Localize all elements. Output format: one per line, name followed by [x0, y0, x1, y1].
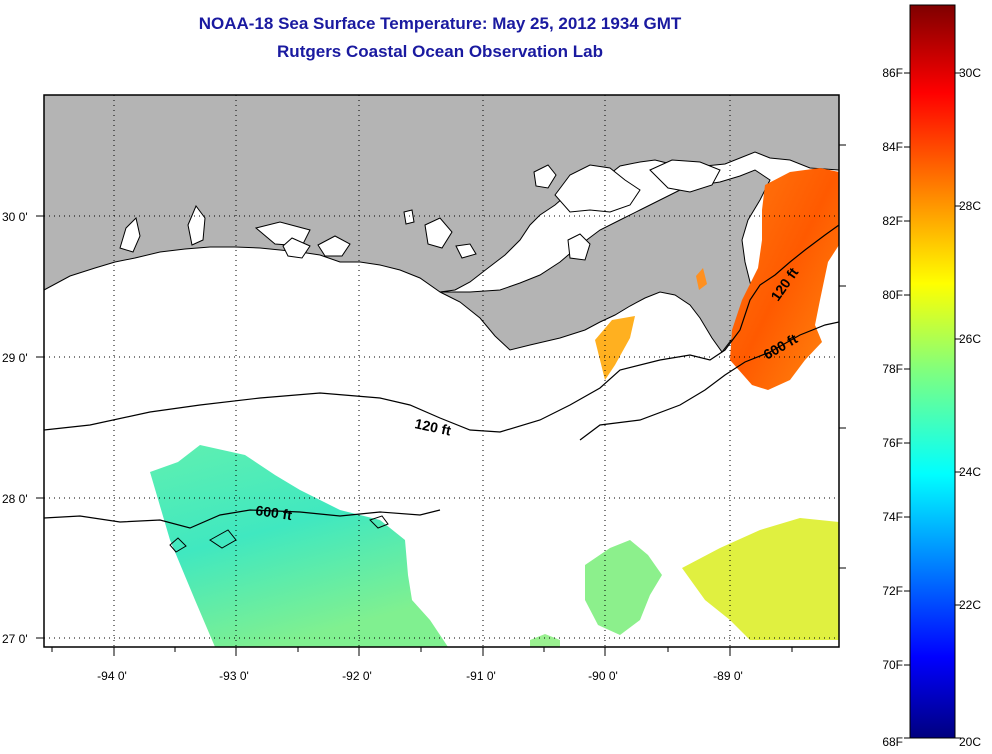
- colorbar-c-label: 30C: [959, 66, 981, 80]
- map-graticule: [44, 95, 839, 647]
- colorbar-f-label: 72F: [882, 584, 903, 598]
- colorbar-f-label: 82F: [882, 214, 903, 228]
- lake-small: [187, 205, 206, 246]
- colorbar: [909, 4, 956, 739]
- lat-tick-label: 28 0': [2, 492, 28, 506]
- lon-tick-label: -94 0': [97, 669, 127, 683]
- lat-tick-label: 30 0': [2, 210, 28, 224]
- map-subtitle: Rutgers Coastal Ocean Observation Lab: [277, 42, 603, 61]
- lake-calcasieu: [119, 217, 141, 253]
- colorbar-c-label: 24C: [959, 465, 981, 479]
- colorbar-ticks: [904, 72, 961, 739]
- lon-tick-label: -91 0': [466, 669, 496, 683]
- sst-warm-plume: [730, 168, 839, 390]
- lon-tick-label: -90 0': [588, 669, 618, 683]
- sst-small-orange: [696, 268, 707, 290]
- lat-tick-label: 29 0': [2, 351, 28, 365]
- contour-120ft: [44, 224, 839, 433]
- lake-pontchartrain: [554, 164, 641, 213]
- lake-borgne: [649, 159, 721, 193]
- lake-grand: [282, 237, 311, 259]
- sst-plume-tip: [595, 316, 635, 380]
- sst-east-patch: [682, 518, 839, 640]
- lon-tick-label: -92 0': [342, 669, 372, 683]
- lon-tick-label: -89 0': [713, 669, 743, 683]
- lake-salvador: [567, 233, 591, 261]
- frame-ticks: [36, 144, 846, 656]
- lake-misc: [455, 243, 477, 259]
- lon-tick-label: -93 0': [219, 669, 249, 683]
- colorbar-f-label: 76F: [882, 436, 903, 450]
- colorbar-c-label: 26C: [959, 332, 981, 346]
- colorbar-c-label: 28C: [959, 199, 981, 213]
- sst-south-patch: [530, 634, 560, 647]
- colorbar-f-label: 78F: [882, 362, 903, 376]
- contour-600ft-detail: [169, 515, 389, 553]
- lat-tick-label: 27 0': [2, 632, 28, 646]
- lake-atchafalaya: [424, 217, 453, 249]
- colorbar-c-label: 22C: [959, 598, 981, 612]
- colorbar-f-label: 68F: [882, 735, 903, 749]
- contour-600ft: [44, 321, 839, 529]
- map-title: NOAA-18 Sea Surface Temperature: May 25,…: [198, 14, 682, 33]
- lake-verret: [403, 209, 415, 225]
- lake-maurepas: [533, 164, 557, 189]
- sst-west-patch: [150, 445, 448, 647]
- land-mass: [44, 95, 839, 293]
- colorbar-f-label: 86F: [882, 66, 903, 80]
- map-frame: [43, 94, 840, 648]
- colorbar-f-label: 70F: [882, 658, 903, 672]
- contour-label: 600 ft: [255, 502, 294, 523]
- colorbar-f-label: 80F: [882, 288, 903, 302]
- contour-label: 120 ft: [413, 415, 452, 438]
- colorbar-f-label: 74F: [882, 510, 903, 524]
- colorbar-f-label: 84F: [882, 140, 903, 154]
- colorbar-c-label: 20C: [959, 735, 981, 749]
- lake-sabine-area: [317, 235, 351, 257]
- sst-central-patch: [585, 540, 662, 635]
